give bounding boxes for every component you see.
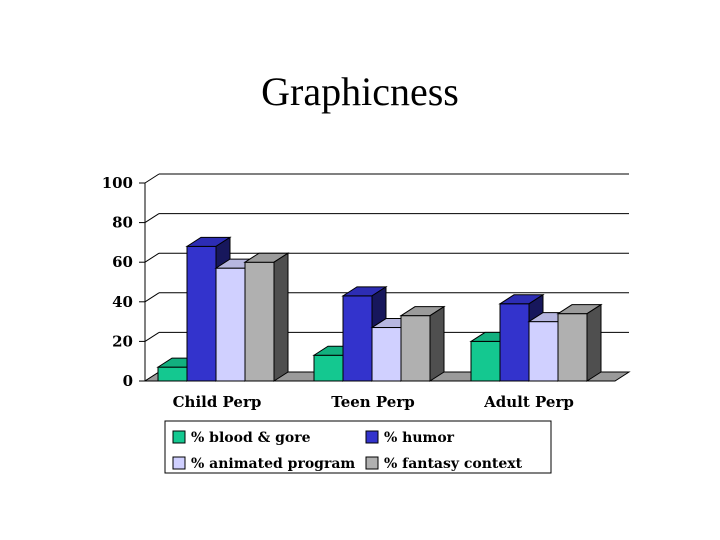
wall-edge bbox=[144, 252, 160, 263]
y-tick-label: 100 bbox=[102, 174, 133, 192]
legend: % blood & gore % humor % animated program%… bbox=[164, 420, 552, 474]
bar-front bbox=[400, 315, 431, 382]
bar-front bbox=[342, 295, 373, 382]
bar bbox=[556, 303, 603, 382]
bar-front bbox=[157, 366, 188, 382]
y-tick-label: 0 bbox=[123, 372, 133, 390]
bar bbox=[243, 252, 290, 382]
bar-front bbox=[528, 321, 559, 382]
legend-box bbox=[164, 420, 552, 474]
wall-edge bbox=[144, 173, 160, 184]
bar bbox=[399, 305, 446, 382]
legend-swatch bbox=[172, 456, 186, 470]
legend-swatch bbox=[365, 456, 379, 470]
wall-edge bbox=[144, 292, 160, 303]
x-tick-label: Adult Perp bbox=[483, 393, 574, 411]
legend-swatch bbox=[365, 430, 379, 444]
y-tick-label: 60 bbox=[112, 253, 133, 271]
bar-front bbox=[215, 267, 246, 382]
wall-edge bbox=[144, 331, 160, 342]
wall-edge bbox=[144, 213, 160, 224]
bar-front bbox=[186, 245, 217, 382]
legend-swatch bbox=[172, 430, 186, 444]
bar-front bbox=[470, 340, 501, 382]
bar-side bbox=[429, 305, 445, 382]
y-axis-ticks: 0 20 40 60 80 100 bbox=[102, 174, 133, 390]
bar-front bbox=[244, 261, 275, 382]
bar-side bbox=[273, 252, 289, 382]
x-axis-labels: Child Perp Teen Perp Adult Perp bbox=[173, 393, 574, 411]
y-tick-label: 80 bbox=[112, 214, 133, 232]
legend-label: % blood & gore bbox=[191, 430, 311, 446]
x-tick-label: Teen Perp bbox=[331, 393, 414, 411]
bar-front bbox=[557, 313, 588, 382]
y-tick-label: 40 bbox=[112, 293, 133, 311]
bar-side bbox=[586, 303, 602, 382]
chart-title: Graphicness bbox=[261, 69, 459, 114]
bar-front bbox=[499, 303, 530, 382]
bars bbox=[156, 236, 603, 382]
bar-front bbox=[371, 327, 402, 382]
bar-front bbox=[313, 354, 344, 382]
y-tick-label: 20 bbox=[112, 332, 133, 350]
legend-label: % animated program bbox=[191, 456, 355, 472]
x-tick-label: Child Perp bbox=[173, 393, 262, 411]
legend-label: % humor bbox=[384, 430, 455, 446]
legend-label: % fantasy context bbox=[384, 456, 523, 472]
